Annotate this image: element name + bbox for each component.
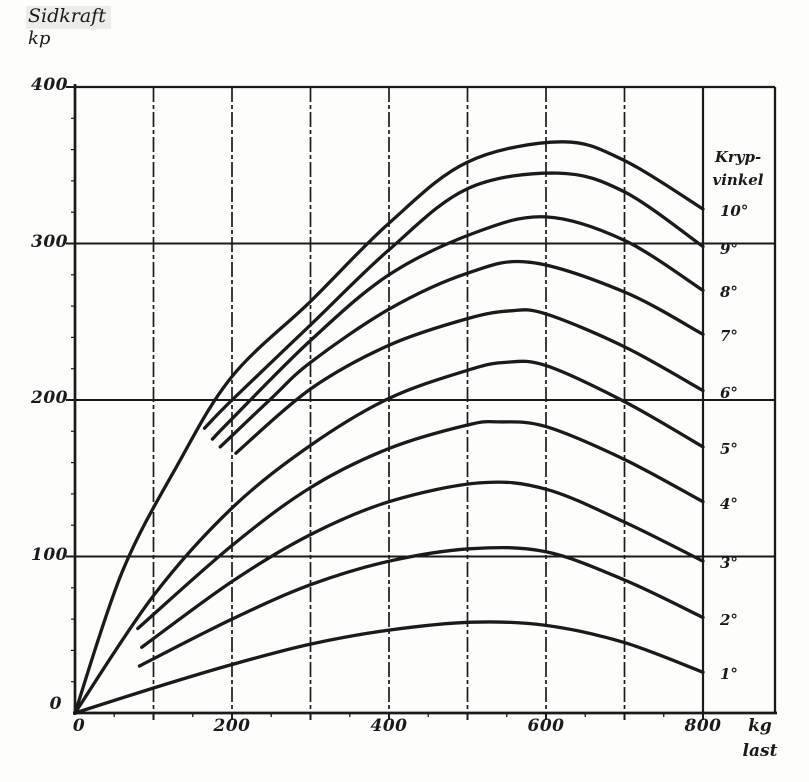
curve-2deg [137,545,705,668]
y-axis-title: Sidkraft [26,6,111,29]
curve-8deg [210,215,705,441]
chart-title: Sidkraft kp [26,6,111,49]
curve-9deg [202,171,705,430]
curve-7deg [218,259,705,449]
curve-6deg [234,308,705,455]
legend-title-line1: Kryp- [714,148,762,166]
x-axis-unit-last: last [742,741,778,761]
curve-3deg [140,480,705,649]
y-axis-unit: kp [28,27,51,49]
legend-title: Kryp- vinkel [706,146,770,193]
curve-10deg [73,140,705,715]
curve-4deg [136,419,705,631]
legend-title-line2: vinkel [712,171,764,190]
curve-1deg [73,620,705,715]
x-axis-unit-kg: kg [748,716,772,736]
curve-5deg [73,359,705,715]
